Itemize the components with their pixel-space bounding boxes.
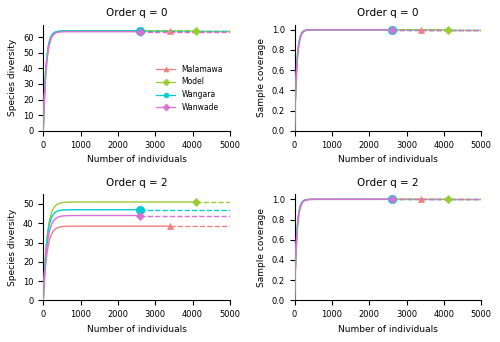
Legend: Malamawa, Model, Wangara, Wanwade: Malamawa, Model, Wangara, Wanwade [153, 62, 226, 115]
X-axis label: Number of individuals: Number of individuals [86, 155, 186, 164]
Title: Order q = 2: Order q = 2 [106, 178, 168, 188]
X-axis label: Number of individuals: Number of individuals [338, 325, 438, 334]
Title: Order q = 2: Order q = 2 [357, 178, 418, 188]
Y-axis label: Sample coverage: Sample coverage [257, 208, 266, 287]
Y-axis label: Species diversity: Species diversity [8, 39, 18, 116]
X-axis label: Number of individuals: Number of individuals [86, 325, 186, 334]
Y-axis label: Sample coverage: Sample coverage [257, 38, 266, 117]
Title: Order q = 0: Order q = 0 [106, 8, 168, 18]
Y-axis label: Species diversity: Species diversity [8, 209, 18, 286]
X-axis label: Number of individuals: Number of individuals [338, 155, 438, 164]
Title: Order q = 0: Order q = 0 [357, 8, 418, 18]
